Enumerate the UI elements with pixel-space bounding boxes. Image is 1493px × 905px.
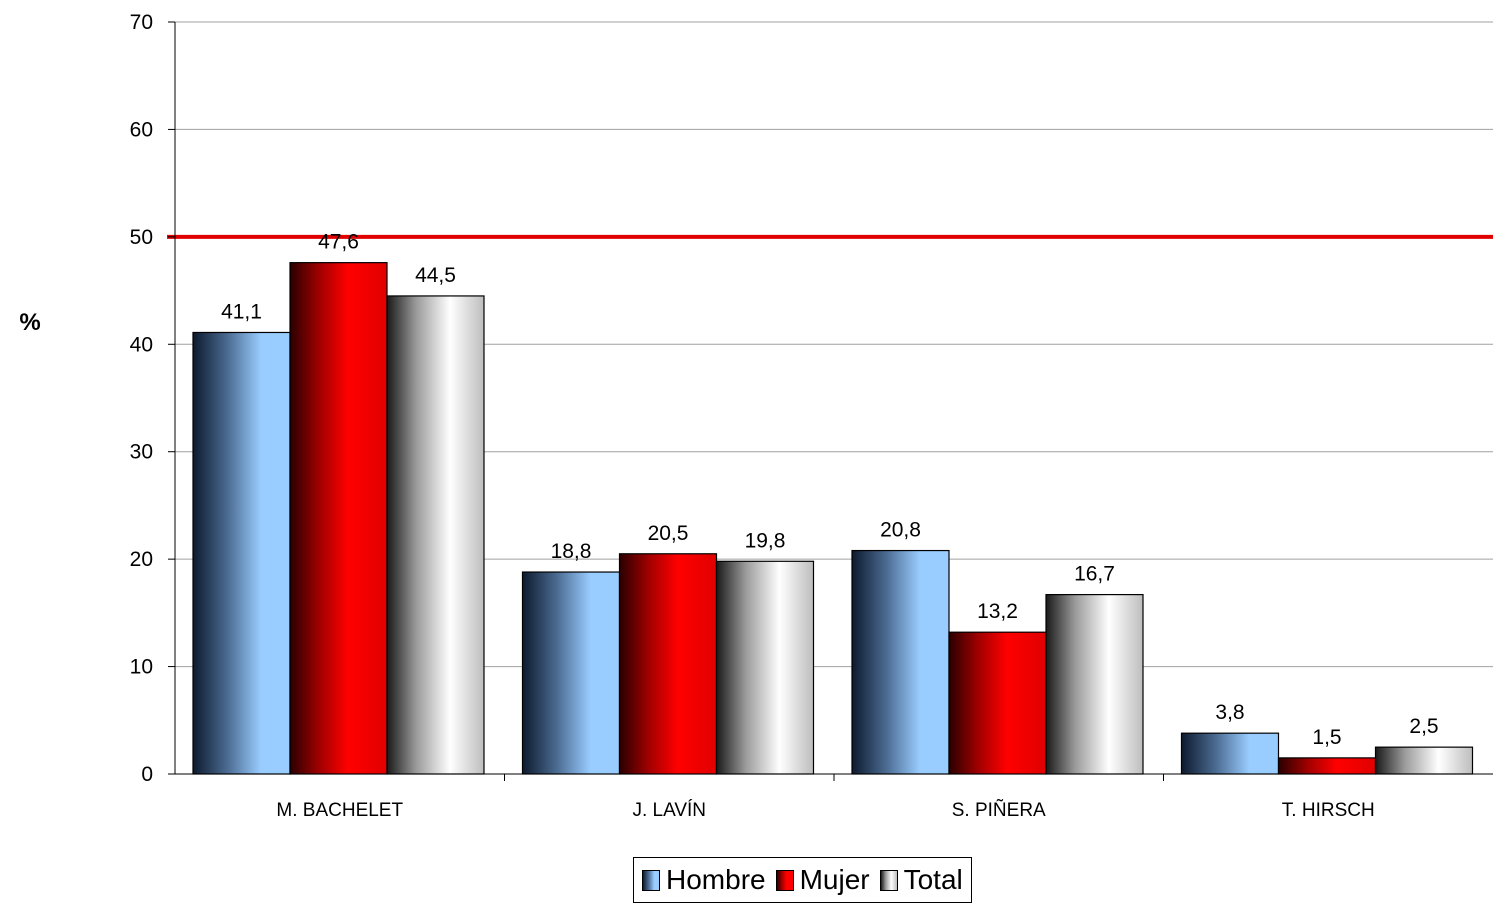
legend-label: Mujer — [799, 864, 870, 895]
bar-total — [1374, 746, 1474, 775]
y-tick-label: 70 — [130, 11, 153, 34]
y-tick-label: 0 — [141, 763, 153, 786]
bar-hombre — [521, 571, 621, 775]
bar-hombre — [192, 331, 291, 775]
data-label: 13,2 — [977, 600, 1018, 623]
x-tick-label: T. HIRSCH — [1282, 800, 1375, 821]
data-label: 47,6 — [318, 231, 359, 254]
data-label: 44,5 — [415, 264, 456, 287]
data-label: 16,7 — [1074, 563, 1115, 586]
y-tick-label: 40 — [130, 333, 153, 356]
x-tick-label: S. PIÑERA — [952, 799, 1046, 821]
legend-swatch — [879, 869, 898, 891]
legend-item-total: Total — [879, 864, 963, 896]
data-label: 18,8 — [551, 540, 592, 563]
bar-hombre — [1180, 732, 1280, 775]
data-label: 41,1 — [221, 300, 262, 323]
y-tick-label: 50 — [130, 226, 153, 249]
bars — [192, 262, 1474, 775]
legend-label: Total — [903, 864, 963, 895]
x-tick-label: M. BACHELET — [276, 800, 403, 821]
data-label: 2,5 — [1409, 715, 1438, 738]
y-axis-title: % — [19, 309, 40, 336]
bar-mujer — [1277, 757, 1377, 775]
bar-total — [1045, 593, 1144, 775]
bar-total — [386, 295, 485, 775]
bar-total — [715, 560, 815, 775]
data-label: 20,8 — [880, 519, 921, 542]
y-tick-label: 60 — [130, 118, 153, 141]
bar-hombre — [851, 549, 950, 775]
data-label: 3,8 — [1215, 701, 1244, 724]
legend: Hombre Mujer Total — [633, 857, 972, 903]
bar-mujer — [289, 262, 388, 775]
y-tick-label: 20 — [130, 548, 153, 571]
y-tick-label: 10 — [130, 656, 153, 679]
y-tick-label: 30 — [130, 441, 153, 464]
legend-label: Hombre — [666, 864, 766, 895]
data-label: 1,5 — [1312, 726, 1341, 749]
legend-item-hombre: Hombre — [642, 864, 766, 896]
legend-swatch — [642, 869, 660, 891]
bar-mujer — [618, 553, 718, 775]
data-labels: 41,1 47,6 44,5 18,8 20,5 19,8 20,8 13,2 16,7 3,8 1… — [221, 231, 1439, 749]
axes: 0 10 20 30 40 50 60 70 M. BACHELET J. LAVÍN S. PIÑ… — [130, 11, 1493, 821]
bar-mujer — [948, 631, 1047, 775]
legend-swatch — [775, 869, 794, 891]
data-label: 19,8 — [745, 529, 786, 552]
x-tick-label: J. LAVÍN — [632, 800, 706, 821]
data-label: 20,5 — [648, 522, 689, 545]
legend-item-mujer: Mujer — [775, 864, 870, 896]
